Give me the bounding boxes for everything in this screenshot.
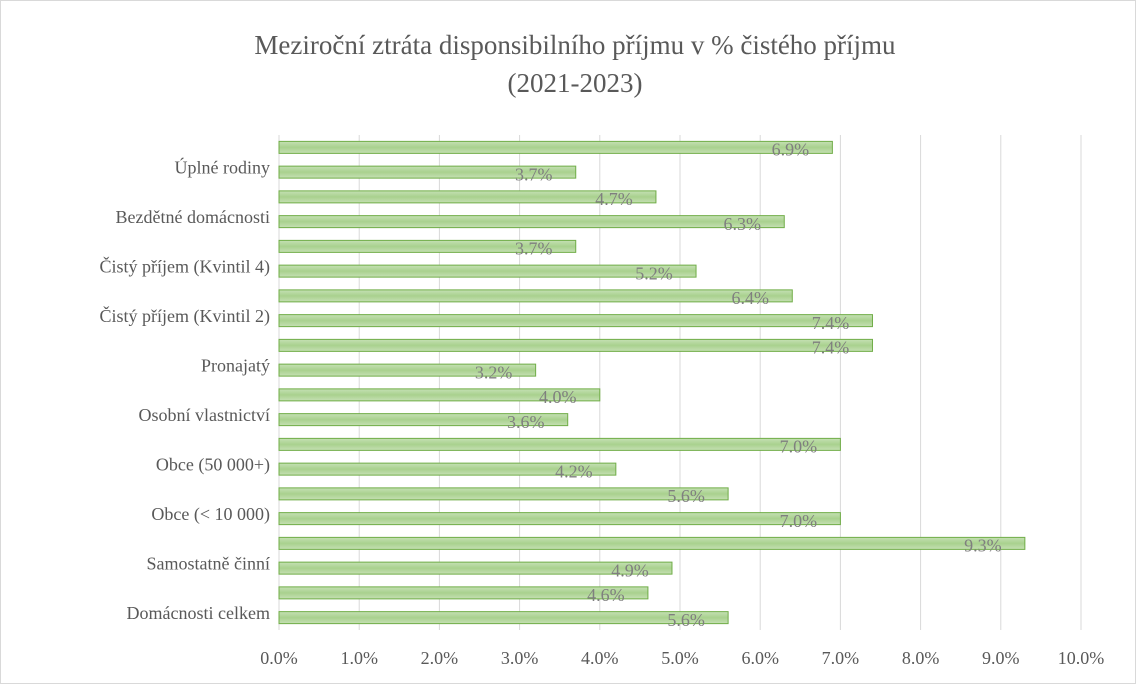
bar — [278, 289, 793, 303]
bar — [278, 190, 657, 204]
x-tick-label: 3.0% — [501, 648, 539, 668]
x-tick-label: 0.0% — [260, 648, 298, 668]
bar — [278, 437, 841, 451]
x-tick-label: 6.0% — [741, 648, 779, 668]
data-label: 3.7% — [515, 239, 553, 259]
bar — [278, 487, 729, 501]
x-tick-label: 7.0% — [822, 648, 860, 668]
data-label: 5.6% — [667, 486, 705, 506]
chart-title: Meziroční ztráta disponsibilního příjmu … — [254, 30, 896, 60]
y-tick-label: Obce (50 000+) — [156, 454, 270, 475]
bar — [278, 388, 601, 402]
y-tick-label: Osobní vlastnictví — [139, 405, 271, 425]
y-tick-label: Čistý příjem (Kvintil 2) — [100, 305, 271, 327]
data-label: 7.4% — [812, 313, 850, 333]
x-tick-label: 2.0% — [421, 648, 459, 668]
data-label: 5.6% — [667, 610, 705, 630]
y-tick-label: Domácnosti celkem — [127, 603, 270, 623]
data-label: 6.9% — [772, 140, 810, 160]
y-tick-label: Obce (< 10 000) — [151, 504, 270, 525]
data-label: 3.7% — [515, 164, 553, 184]
data-label: 4.6% — [587, 585, 625, 605]
y-tick-label: Bezdětné domácnosti — [116, 207, 270, 227]
bar — [278, 413, 569, 427]
bar — [278, 140, 833, 154]
bar — [278, 561, 673, 575]
bar — [278, 165, 577, 179]
x-tick-label: 1.0% — [340, 648, 378, 668]
data-label: 4.0% — [539, 387, 577, 407]
y-tick-label: Samostatně činní — [147, 553, 270, 573]
data-label: 7.0% — [780, 511, 818, 531]
data-label: 3.2% — [475, 362, 513, 382]
data-label: 6.4% — [732, 288, 770, 308]
chart-subtitle: (2021-2023) — [508, 68, 643, 98]
y-tick-label: Úplné rodiny — [175, 156, 270, 177]
x-tick-label: 4.0% — [581, 648, 619, 668]
bar — [278, 462, 617, 476]
data-label: 5.2% — [635, 263, 673, 283]
bar — [278, 314, 873, 328]
bar — [278, 363, 537, 377]
y-tick-label: Pronajatý — [201, 355, 270, 375]
data-label: 7.4% — [812, 338, 850, 358]
data-label: 7.0% — [780, 437, 818, 457]
x-tick-label: 5.0% — [661, 648, 699, 668]
x-tick-label: 9.0% — [982, 648, 1020, 668]
data-label: 6.3% — [724, 214, 762, 234]
bar — [278, 611, 729, 625]
data-label: 4.7% — [595, 189, 633, 209]
x-tick-label: 8.0% — [902, 648, 940, 668]
bar — [278, 338, 873, 352]
x-tick-label: 10.0% — [1058, 648, 1105, 668]
data-label: 3.6% — [507, 412, 545, 432]
bar — [278, 536, 1026, 550]
bar — [278, 264, 697, 278]
bar — [278, 586, 649, 600]
bar — [278, 512, 841, 526]
bar — [278, 215, 785, 229]
bar — [278, 239, 577, 253]
data-label: 9.3% — [964, 536, 1002, 556]
data-label: 4.9% — [611, 560, 649, 580]
data-label: 4.2% — [555, 461, 593, 481]
y-tick-label: Čistý příjem (Kvintil 4) — [100, 255, 271, 277]
